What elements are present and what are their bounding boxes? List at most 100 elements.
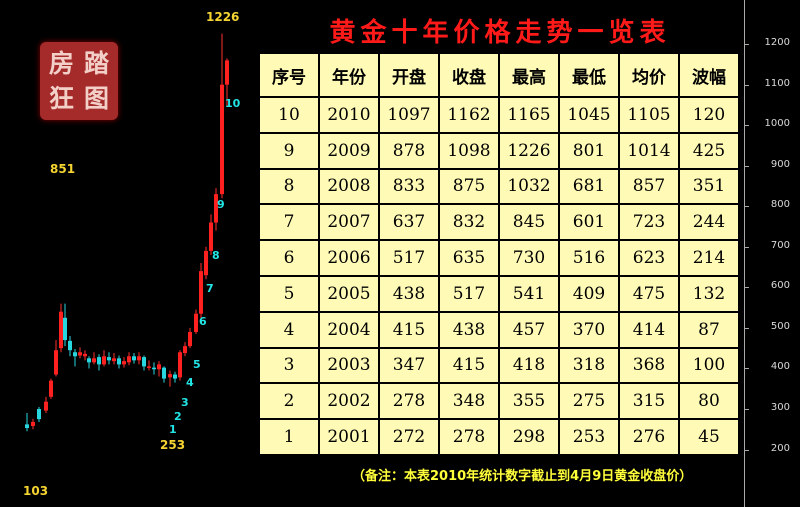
candle-body bbox=[137, 356, 141, 361]
candle-body bbox=[214, 194, 218, 223]
table-cell: 5 bbox=[258, 274, 320, 313]
table-cell: 2001 bbox=[318, 418, 380, 456]
table-cell: 1105 bbox=[618, 96, 680, 134]
table-cell: 541 bbox=[498, 274, 560, 313]
y-axis-tick bbox=[744, 44, 749, 46]
table-cell: 6 bbox=[258, 239, 320, 277]
candle-body bbox=[49, 380, 53, 397]
table-cell: 2010 bbox=[318, 96, 380, 134]
table-cell: 2009 bbox=[318, 131, 380, 170]
y-axis-tick bbox=[744, 125, 749, 127]
table-cell: 351 bbox=[678, 167, 740, 206]
table-cell: 2006 bbox=[318, 239, 380, 277]
candle-body bbox=[168, 374, 172, 378]
table-cell: 1098 bbox=[438, 131, 500, 170]
table-cell: 2004 bbox=[318, 310, 380, 349]
table-cell: 80 bbox=[678, 382, 740, 421]
y-axis-tick-label: 1200 bbox=[764, 37, 790, 49]
table-cell: 845 bbox=[498, 203, 560, 242]
table-row: 7 2007 637 832 845 601 723 244 bbox=[258, 203, 740, 242]
table-cell: 8 bbox=[258, 167, 320, 206]
price-annotation: 253 bbox=[160, 438, 186, 452]
table-cell: 438 bbox=[378, 274, 440, 313]
table-cell: 414 bbox=[618, 310, 680, 349]
table-cell: 2003 bbox=[318, 346, 380, 385]
table-row: 6 2006 517 635 730 516 623 214 bbox=[258, 239, 740, 277]
col-header-range: 波幅 bbox=[678, 52, 740, 98]
seal-char: 狂 bbox=[48, 84, 74, 113]
table-row: 2 2002 278 348 355 275 315 80 bbox=[258, 382, 740, 421]
table-cell: 278 bbox=[378, 382, 440, 421]
y-axis-tick-label: 1100 bbox=[764, 77, 790, 89]
table-cell: 253 bbox=[558, 418, 620, 456]
y-axis-tick bbox=[744, 246, 749, 248]
table-cell: 415 bbox=[378, 310, 440, 349]
table-cell: 355 bbox=[498, 382, 560, 421]
table-cell: 4 bbox=[258, 310, 320, 349]
y-axis-tick-label: 400 bbox=[770, 361, 790, 373]
candle-body bbox=[92, 358, 96, 363]
table-cell: 637 bbox=[378, 203, 440, 242]
candle-body bbox=[59, 311, 63, 349]
table-cell: 418 bbox=[498, 346, 560, 385]
candle-body bbox=[194, 313, 198, 332]
table-cell: 857 bbox=[618, 167, 680, 206]
table-cell: 1162 bbox=[438, 96, 500, 134]
table-cell: 730 bbox=[498, 239, 560, 277]
table-cell: 425 bbox=[678, 131, 740, 170]
wave-label: 1 bbox=[169, 423, 177, 436]
candle-body bbox=[112, 358, 116, 362]
table-cell: 368 bbox=[618, 346, 680, 385]
table-cell: 132 bbox=[678, 274, 740, 313]
y-axis-tick-label: 800 bbox=[770, 199, 790, 211]
table-cell: 214 bbox=[678, 239, 740, 277]
candle-body bbox=[44, 401, 48, 411]
table-cell: 272 bbox=[378, 418, 440, 456]
table-cell: 878 bbox=[378, 131, 440, 170]
candle-body bbox=[173, 374, 177, 379]
seal-logo: 房 踏 狂 图 bbox=[40, 42, 118, 120]
table-cell: 2005 bbox=[318, 274, 380, 313]
y-axis-tick-label: 500 bbox=[770, 320, 790, 332]
table-cell: 2002 bbox=[318, 382, 380, 421]
table-cell: 409 bbox=[558, 274, 620, 313]
y-axis-tick-label: 1000 bbox=[764, 118, 790, 130]
table-row: 5 2005 438 517 541 409 475 132 bbox=[258, 274, 740, 313]
table-cell: 278 bbox=[438, 418, 500, 456]
candle-body bbox=[68, 340, 72, 351]
y-axis-tick bbox=[744, 287, 749, 289]
table-cell: 9 bbox=[258, 131, 320, 170]
table-cell: 623 bbox=[618, 239, 680, 277]
table-cell: 244 bbox=[678, 203, 740, 242]
table-cell: 2 bbox=[258, 382, 320, 421]
table-cell: 2007 bbox=[318, 203, 380, 242]
col-header-close: 收盘 bbox=[438, 52, 500, 98]
candle-body bbox=[122, 361, 126, 365]
candle-body bbox=[220, 84, 224, 195]
candle-body bbox=[142, 357, 146, 367]
seal-char: 踏 bbox=[83, 49, 109, 78]
wave-label: 10 bbox=[225, 97, 241, 110]
table-cell: 1032 bbox=[498, 167, 560, 206]
y-axis-tick-label: 600 bbox=[770, 280, 790, 292]
table-cell: 10 bbox=[258, 96, 320, 134]
wave-label: 4 bbox=[186, 376, 194, 389]
table-cell: 681 bbox=[558, 167, 620, 206]
candle-body bbox=[107, 357, 111, 361]
candle-body bbox=[102, 356, 106, 365]
table-cell: 315 bbox=[618, 382, 680, 421]
table-cell: 601 bbox=[558, 203, 620, 242]
table-cell: 1097 bbox=[378, 96, 440, 134]
chart-title: 黄金十年价格走势一览表 bbox=[329, 18, 671, 48]
table-cell: 87 bbox=[678, 310, 740, 349]
candle-body bbox=[188, 331, 192, 347]
table-cell: 1226 bbox=[498, 131, 560, 170]
candle-body bbox=[147, 366, 151, 368]
table-cell: 517 bbox=[438, 274, 500, 313]
candle-body bbox=[127, 356, 131, 363]
y-axis-tick bbox=[744, 408, 749, 410]
y-axis-tick bbox=[744, 327, 749, 329]
candle-body bbox=[54, 350, 58, 375]
candle-body bbox=[87, 358, 91, 363]
